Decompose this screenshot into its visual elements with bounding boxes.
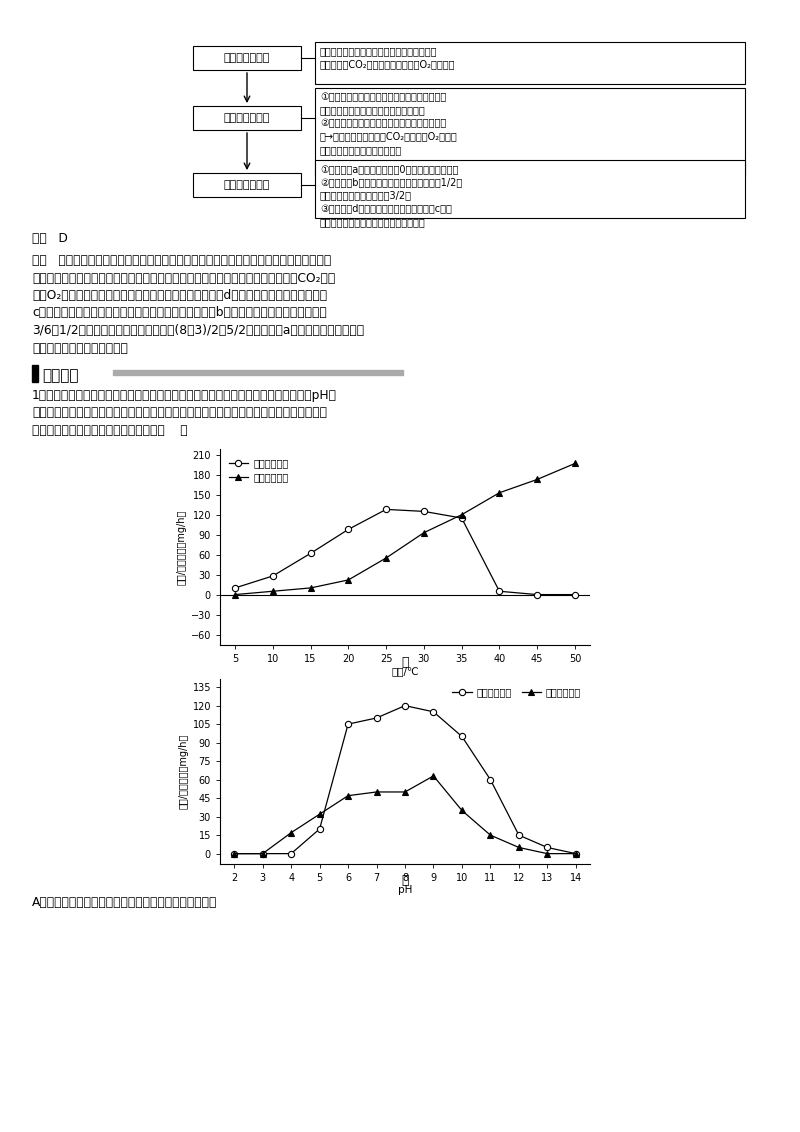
Bar [315, 88, 745, 175]
Text: 推理判断定答案: 推理判断定答案 [224, 180, 270, 190]
Legend: 光合产氧速率, 呼吸耗氧速率: 光合产氧速率, 呼吸耗氧速率 [225, 454, 292, 486]
Bar [193, 173, 301, 197]
Text: 氧速率，结果如图。以下说法错误的是（    ）: 氧速率，结果如图。以下说法错误的是（ ） [32, 424, 188, 437]
Text: 1．研究人员从发菜藻体中分离发菜细胞进行液体悬浮培养，并分别在不同温度、不同pH下: 1．研究人员从发菜藻体中分离发菜细胞进行液体悬浮培养，并分别在不同温度、不同pH… [32, 389, 337, 402]
Text: 识标明坐方含义: 识标明坐方含义 [224, 53, 270, 63]
Text: 横坐标为氧浓度；纵坐标为气体交换相对值。
空白直方：CO₂释放量；阴影直方：O₂吸收量。: 横坐标为氧浓度；纵坐标为气体交换相对值。 空白直方：CO₂释放量；阴影直方：O₂… [320, 46, 455, 69]
Bar [32, 365, 38, 381]
Text: 3/6即1/2，无氧呼吸消耗的葡萄糖量为(8－3)/2即5/2；氧浓度为a时，氧气吸收量最少，: 3/6即1/2，无氧呼吸消耗的葡萄糖量为(8－3)/2即5/2；氧浓度为a时，氧… [32, 324, 364, 337]
Bar [193, 106, 301, 130]
Text: 答案   D: 答案 D [32, 232, 68, 245]
Text: 测定离体发菜细胞液中的溶解氧变化，再计算该时间段内发菜细胞的光合产氧速率或呼吸耗: 测定离体发菜细胞液中的溶解氧变化，再计算该时间段内发菜细胞的光合产氧速率或呼吸耗 [32, 406, 327, 420]
X-axis label: pH: pH [398, 885, 412, 895]
Text: ①氧气的吸收量代表有氧呼吸强度，二氧化碳释
放量代表有氧呼吸和无氧呼吸的总强度。
②有氧呼吸中氧气的吸收量等于二氧化碳的释放
量→某氧气浓度时对定的CO₂释放量: ①氧气的吸收量代表有氧呼吸强度，二氧化碳释 放量代表有氧呼吸和无氧呼吸的总强度。… [320, 92, 458, 155]
Text: 所以此时有氧呼吸强度最弱。: 所以此时有氧呼吸强度最弱。 [32, 342, 128, 354]
Text: 对比分析找联系: 对比分析找联系 [224, 113, 270, 123]
Bar [113, 370, 403, 375]
Y-axis label: 产氧/耗氧速率（mg/h）: 产氧/耗氧速率（mg/h） [178, 734, 188, 808]
Text: A．实验开始时，需测定离体发菜细胞液中的最初溶氧量: A．实验开始时，需测定离体发菜细胞液中的最初溶氧量 [32, 895, 218, 909]
Y-axis label: 产氧/耗氧速率（mg/h）: 产氧/耗氧速率（mg/h） [177, 509, 186, 585]
Bar [193, 46, 301, 70]
Text: c时，呼吸作用最弱，最适于贮藏该植物器官；氧浓度为b时，有氧呼吸消耗的葡萄糖量为: c时，呼吸作用最弱，最适于贮藏该植物器官；氧浓度为b时，有氧呼吸消耗的葡萄糖量为 [32, 307, 326, 319]
Text: ①氧浓度为a时，氧气收量为0，则有氧呼吸最弱。
②氧浓度为b时，有氧呼吸消耗的葡萄糖量为1/2，
无氧呼吸消耗的葡萄糖量为3/2。
③氧浓度为d时，无氧呼吸最弱: ①氧浓度为a时，氧气收量为0，则有氧呼吸最弱。 ②氧浓度为b时，有氧呼吸消耗的葡… [320, 164, 462, 226]
Text: 乙: 乙 [402, 874, 409, 886]
Text: 量和O₂吸收量的差值就代表无氧呼吸的强度。故氧浓度为d时，无氧呼吸最弱；氧浓度为: 量和O₂吸收量的差值就代表无氧呼吸的强度。故氧浓度为d时，无氧呼吸最弱；氧浓度为 [32, 289, 327, 302]
Text: 甲: 甲 [402, 657, 409, 669]
X-axis label: 温度/℃: 温度/℃ [391, 667, 419, 676]
Text: 解析   氧气的吸收量代表有氧呼吸强度，而二氧化碳释放量代表有氧呼吸和无氧呼吸的总强: 解析 氧气的吸收量代表有氧呼吸强度，而二氧化碳释放量代表有氧呼吸和无氧呼吸的总强 [32, 254, 331, 267]
Bar [315, 42, 745, 84]
Text: 小试牛刀: 小试牛刀 [42, 368, 78, 383]
Bar [315, 160, 745, 218]
Legend: 光合产氧速率, 呼吸耗氧速率: 光合产氧速率, 呼吸耗氧速率 [449, 684, 585, 701]
Text: 度。因为有氧呼吸中氧气的吸收量等于二氧化碳的释放量，故某氧气浓度时对应的CO₂释放: 度。因为有氧呼吸中氧气的吸收量等于二氧化碳的释放量，故某氧气浓度时对应的CO₂释… [32, 272, 335, 284]
